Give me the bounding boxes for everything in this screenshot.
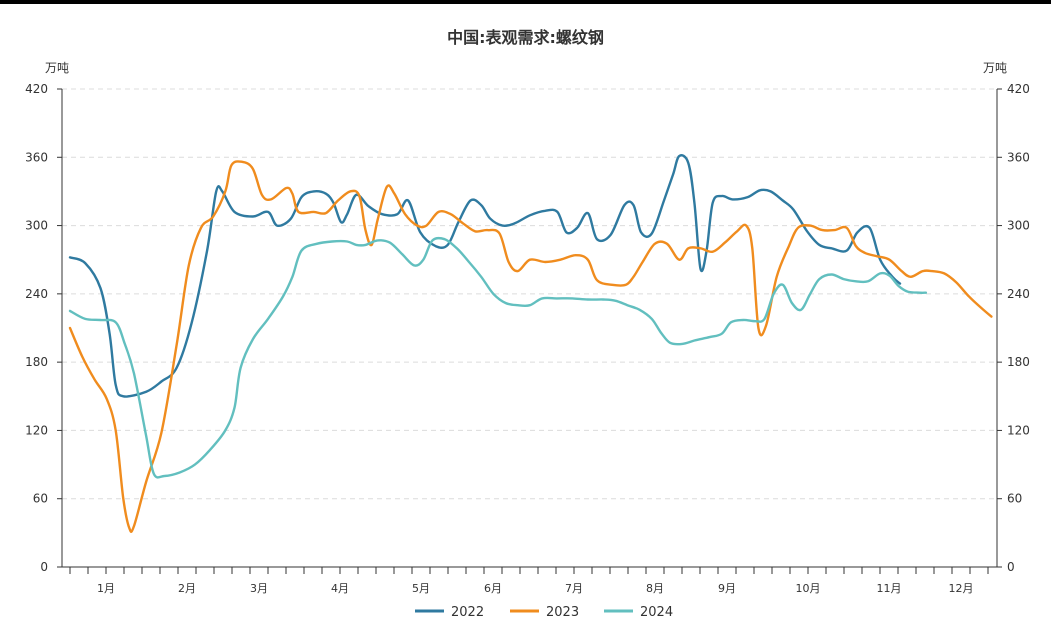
legend-label-2023: 2023 [546, 605, 579, 620]
y-tick-label-right: 300 [1007, 219, 1030, 233]
y-tick-label-right: 240 [1007, 287, 1030, 301]
y-tick-label-left: 60 [33, 492, 48, 506]
y-tick-label-left: 0 [40, 560, 48, 574]
y-tick-label-left: 360 [25, 150, 48, 164]
x-tick-label: 6月 [484, 582, 502, 595]
legend-label-2024: 2024 [640, 605, 673, 620]
series-lines [68, 154, 993, 533]
left-axis-unit: 万吨 [45, 61, 70, 75]
x-tick-label: 3月 [250, 582, 268, 595]
legend-label-2022: 2022 [451, 605, 484, 620]
y-tick-label-right: 60 [1007, 492, 1022, 506]
chart-title: 中国:表观需求:螺纹钢 [447, 28, 604, 47]
x-tick-label: 2月 [178, 582, 196, 595]
x-tick-label: 7月 [565, 582, 583, 595]
x-tick-label: 10月 [796, 582, 821, 595]
gridlines [62, 88, 997, 500]
x-tick-label: 8月 [646, 582, 664, 595]
y-tick-label-right: 360 [1007, 150, 1030, 164]
right-axis-unit: 万吨 [983, 61, 1008, 75]
y-tick-label-right: 0 [1007, 560, 1015, 574]
y-tick-label-left: 240 [25, 287, 48, 301]
top-border [0, 0, 1051, 4]
x-tick-label: 1月 [97, 582, 115, 595]
series-line-2022 [68, 154, 902, 398]
y-tick-label-left: 420 [25, 82, 48, 96]
legend: 2022 2023 2024 [415, 605, 673, 620]
x-tick-label: 4月 [331, 582, 349, 595]
series-line-2024 [68, 236, 928, 479]
x-tick-label: 9月 [718, 582, 736, 595]
y-tick-label-left: 300 [25, 219, 48, 233]
x-tick-label: 11月 [877, 582, 902, 595]
y-tick-label-left: 180 [25, 355, 48, 369]
y-tick-label-right: 180 [1007, 355, 1030, 369]
x-tick-label: 5月 [412, 582, 430, 595]
y-tick-label-right: 120 [1007, 423, 1030, 437]
x-tick-label: 12月 [949, 582, 974, 595]
axes: 0 0 60 60 120 120 180 180 240 240 300 300 360 360 420 4… [25, 82, 1030, 595]
y-tick-label-right: 420 [1007, 82, 1030, 96]
series-line-2023 [68, 160, 993, 533]
y-tick-label-left: 120 [25, 423, 48, 437]
